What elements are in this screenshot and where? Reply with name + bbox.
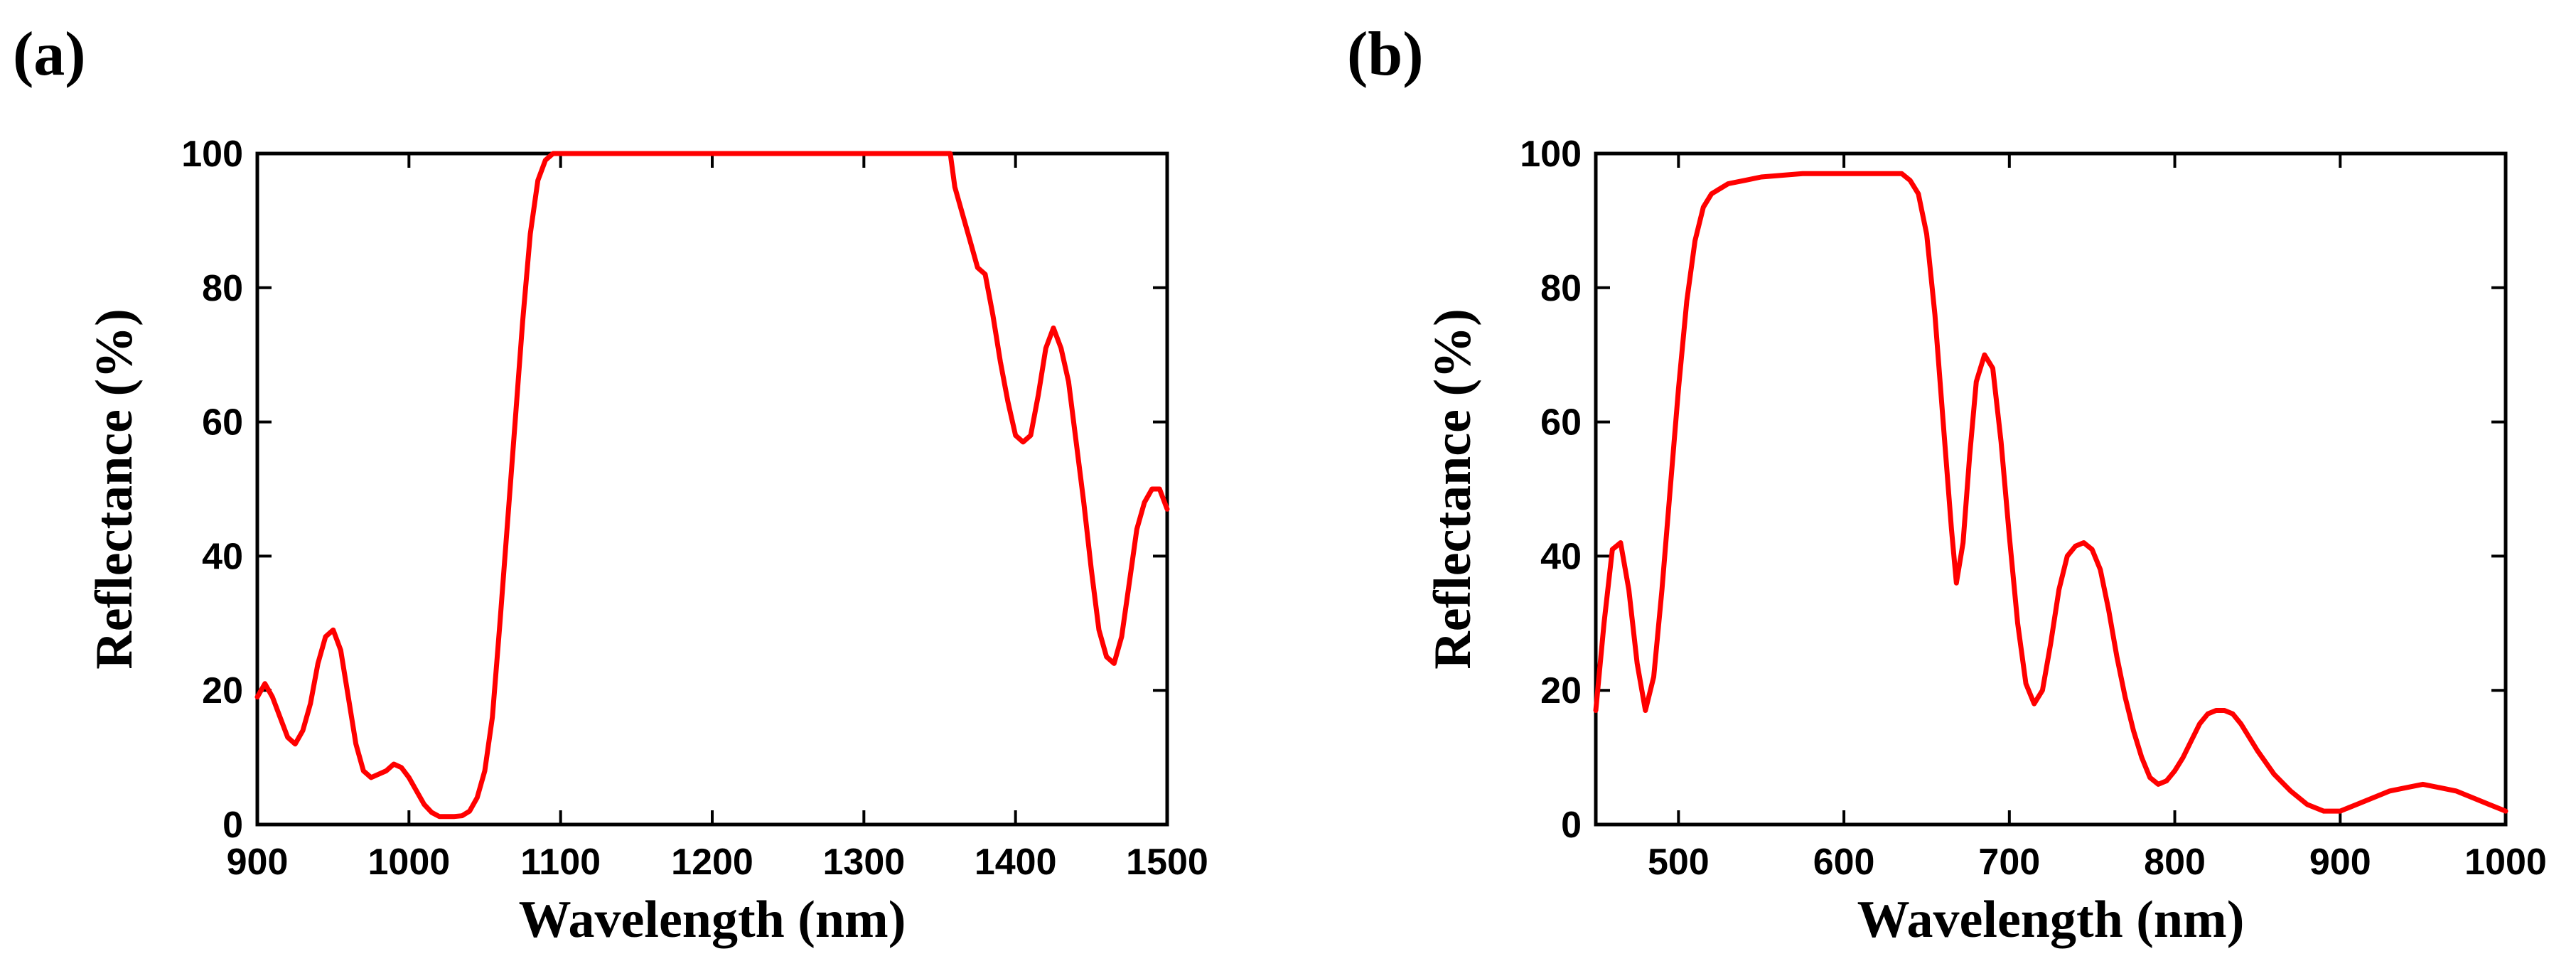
panel-a-y-tick-label: 60 (202, 402, 243, 444)
panel-b-x-axis-title: Wavelength (nm) (1857, 891, 2245, 949)
panel-a-label: (a) (13, 20, 86, 89)
panel-a-plot-frame (255, 151, 1169, 827)
panel-b-y-tick-label: 100 (1520, 134, 1582, 175)
panel-a-reflectance-line (254, 151, 1170, 820)
panel-b-x-tick-label: 700 (1978, 842, 2040, 883)
panel-a-x-tick-label: 1100 (520, 842, 601, 883)
panel-b-label: (b) (1347, 20, 1424, 89)
panel-a-y-tick-label: 100 (181, 134, 243, 175)
panel-a-x-tick-label: 1200 (671, 842, 753, 883)
panel-a-y-tick-label: 20 (202, 670, 243, 712)
panel-a-y-tick-label: 40 (202, 536, 243, 577)
panel-b-y-tick-label: 0 (1561, 805, 1582, 846)
panel-a-x-tick-label: 1000 (367, 842, 450, 883)
panel-b-x-tick-label: 900 (2309, 842, 2371, 883)
panel-b-y-tick-label: 40 (1540, 536, 1582, 577)
panel-b-plot-frame (1594, 151, 2508, 827)
panel-a-x-tick-label: 1400 (975, 842, 1057, 883)
panel-a-x-ticks: 900 1000 1100 1200 1300 1400 1500 (227, 154, 1208, 883)
panel-a-y-tick-label: 0 (222, 805, 243, 846)
panel-a-x-tick-label: 900 (227, 842, 289, 883)
panel-a-x-tick-label: 1500 (1126, 842, 1208, 883)
panel-b-x-tick-label: 800 (2144, 842, 2206, 883)
panel-b-y-tick-label: 20 (1540, 670, 1582, 712)
panel-b-y-axis-title: Reflectance (%) (1424, 308, 1482, 669)
panel-b-reflectance-line (1593, 171, 2508, 814)
panel-b-y-ticks: 0 20 40 60 80 100 (1520, 134, 2506, 846)
panel-b-x-tick-label: 600 (1813, 842, 1875, 883)
panel-a-x-axis-title: Wavelength (nm) (519, 891, 906, 949)
panel-b: (b) 500 600 700 800 900 1000 0 20 40 60 80 100 Wav… (1347, 20, 2547, 949)
panel-a-y-ticks: 0 20 40 60 80 100 (181, 134, 1167, 846)
panel-a: (a) 900 1000 1100 1200 1300 1400 1500 0 20 40 60 8… (13, 20, 1208, 949)
panel-b-x-ticks: 500 600 700 800 900 1000 (1648, 154, 2547, 883)
panel-b-x-tick-label: 1000 (2464, 842, 2547, 883)
panel-a-y-tick-label: 80 (202, 268, 243, 309)
panel-b-y-tick-label: 80 (1540, 268, 1582, 309)
panel-b-x-tick-label: 500 (1648, 842, 1710, 883)
panel-a-y-axis-title: Reflectance (%) (85, 308, 144, 669)
panel-a-x-tick-label: 1300 (822, 842, 905, 883)
panel-b-y-tick-label: 60 (1540, 402, 1582, 444)
